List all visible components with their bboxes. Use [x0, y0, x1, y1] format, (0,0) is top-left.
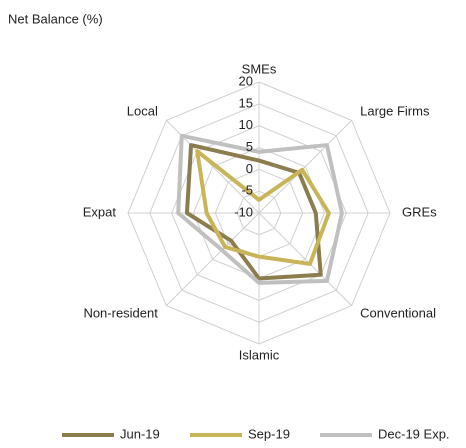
r-tick-label: 20: [239, 73, 253, 88]
spoke: [166, 212, 260, 306]
chart-title: Net Balance (%): [8, 11, 103, 26]
r-tick-label: -10: [234, 204, 253, 219]
category-label: Islamic: [239, 347, 280, 362]
legend-label: Jun-19: [120, 426, 160, 441]
category-label: Non-resident: [83, 306, 158, 321]
category-label: GREs: [402, 204, 437, 219]
series-line: [184, 143, 323, 281]
spoke: [258, 120, 352, 214]
legend-label: Sep-19: [248, 426, 290, 441]
category-label: Conventional: [360, 306, 436, 321]
category-label: Local: [127, 103, 158, 118]
r-tick-label: 15: [239, 95, 253, 110]
category-label: SMEs: [242, 61, 277, 76]
r-tick-label: -5: [241, 183, 253, 198]
category-label: Large Firms: [360, 103, 430, 118]
spoke: [258, 212, 352, 306]
category-label: Expat: [83, 204, 117, 219]
r-tick-label: 0: [246, 161, 253, 176]
legend-label: Dec-19 Exp.: [378, 426, 450, 441]
series-line: [195, 149, 331, 266]
r-tick-label: 10: [239, 117, 253, 132]
r-tick-label: 5: [246, 139, 253, 154]
series-line: [176, 133, 344, 285]
